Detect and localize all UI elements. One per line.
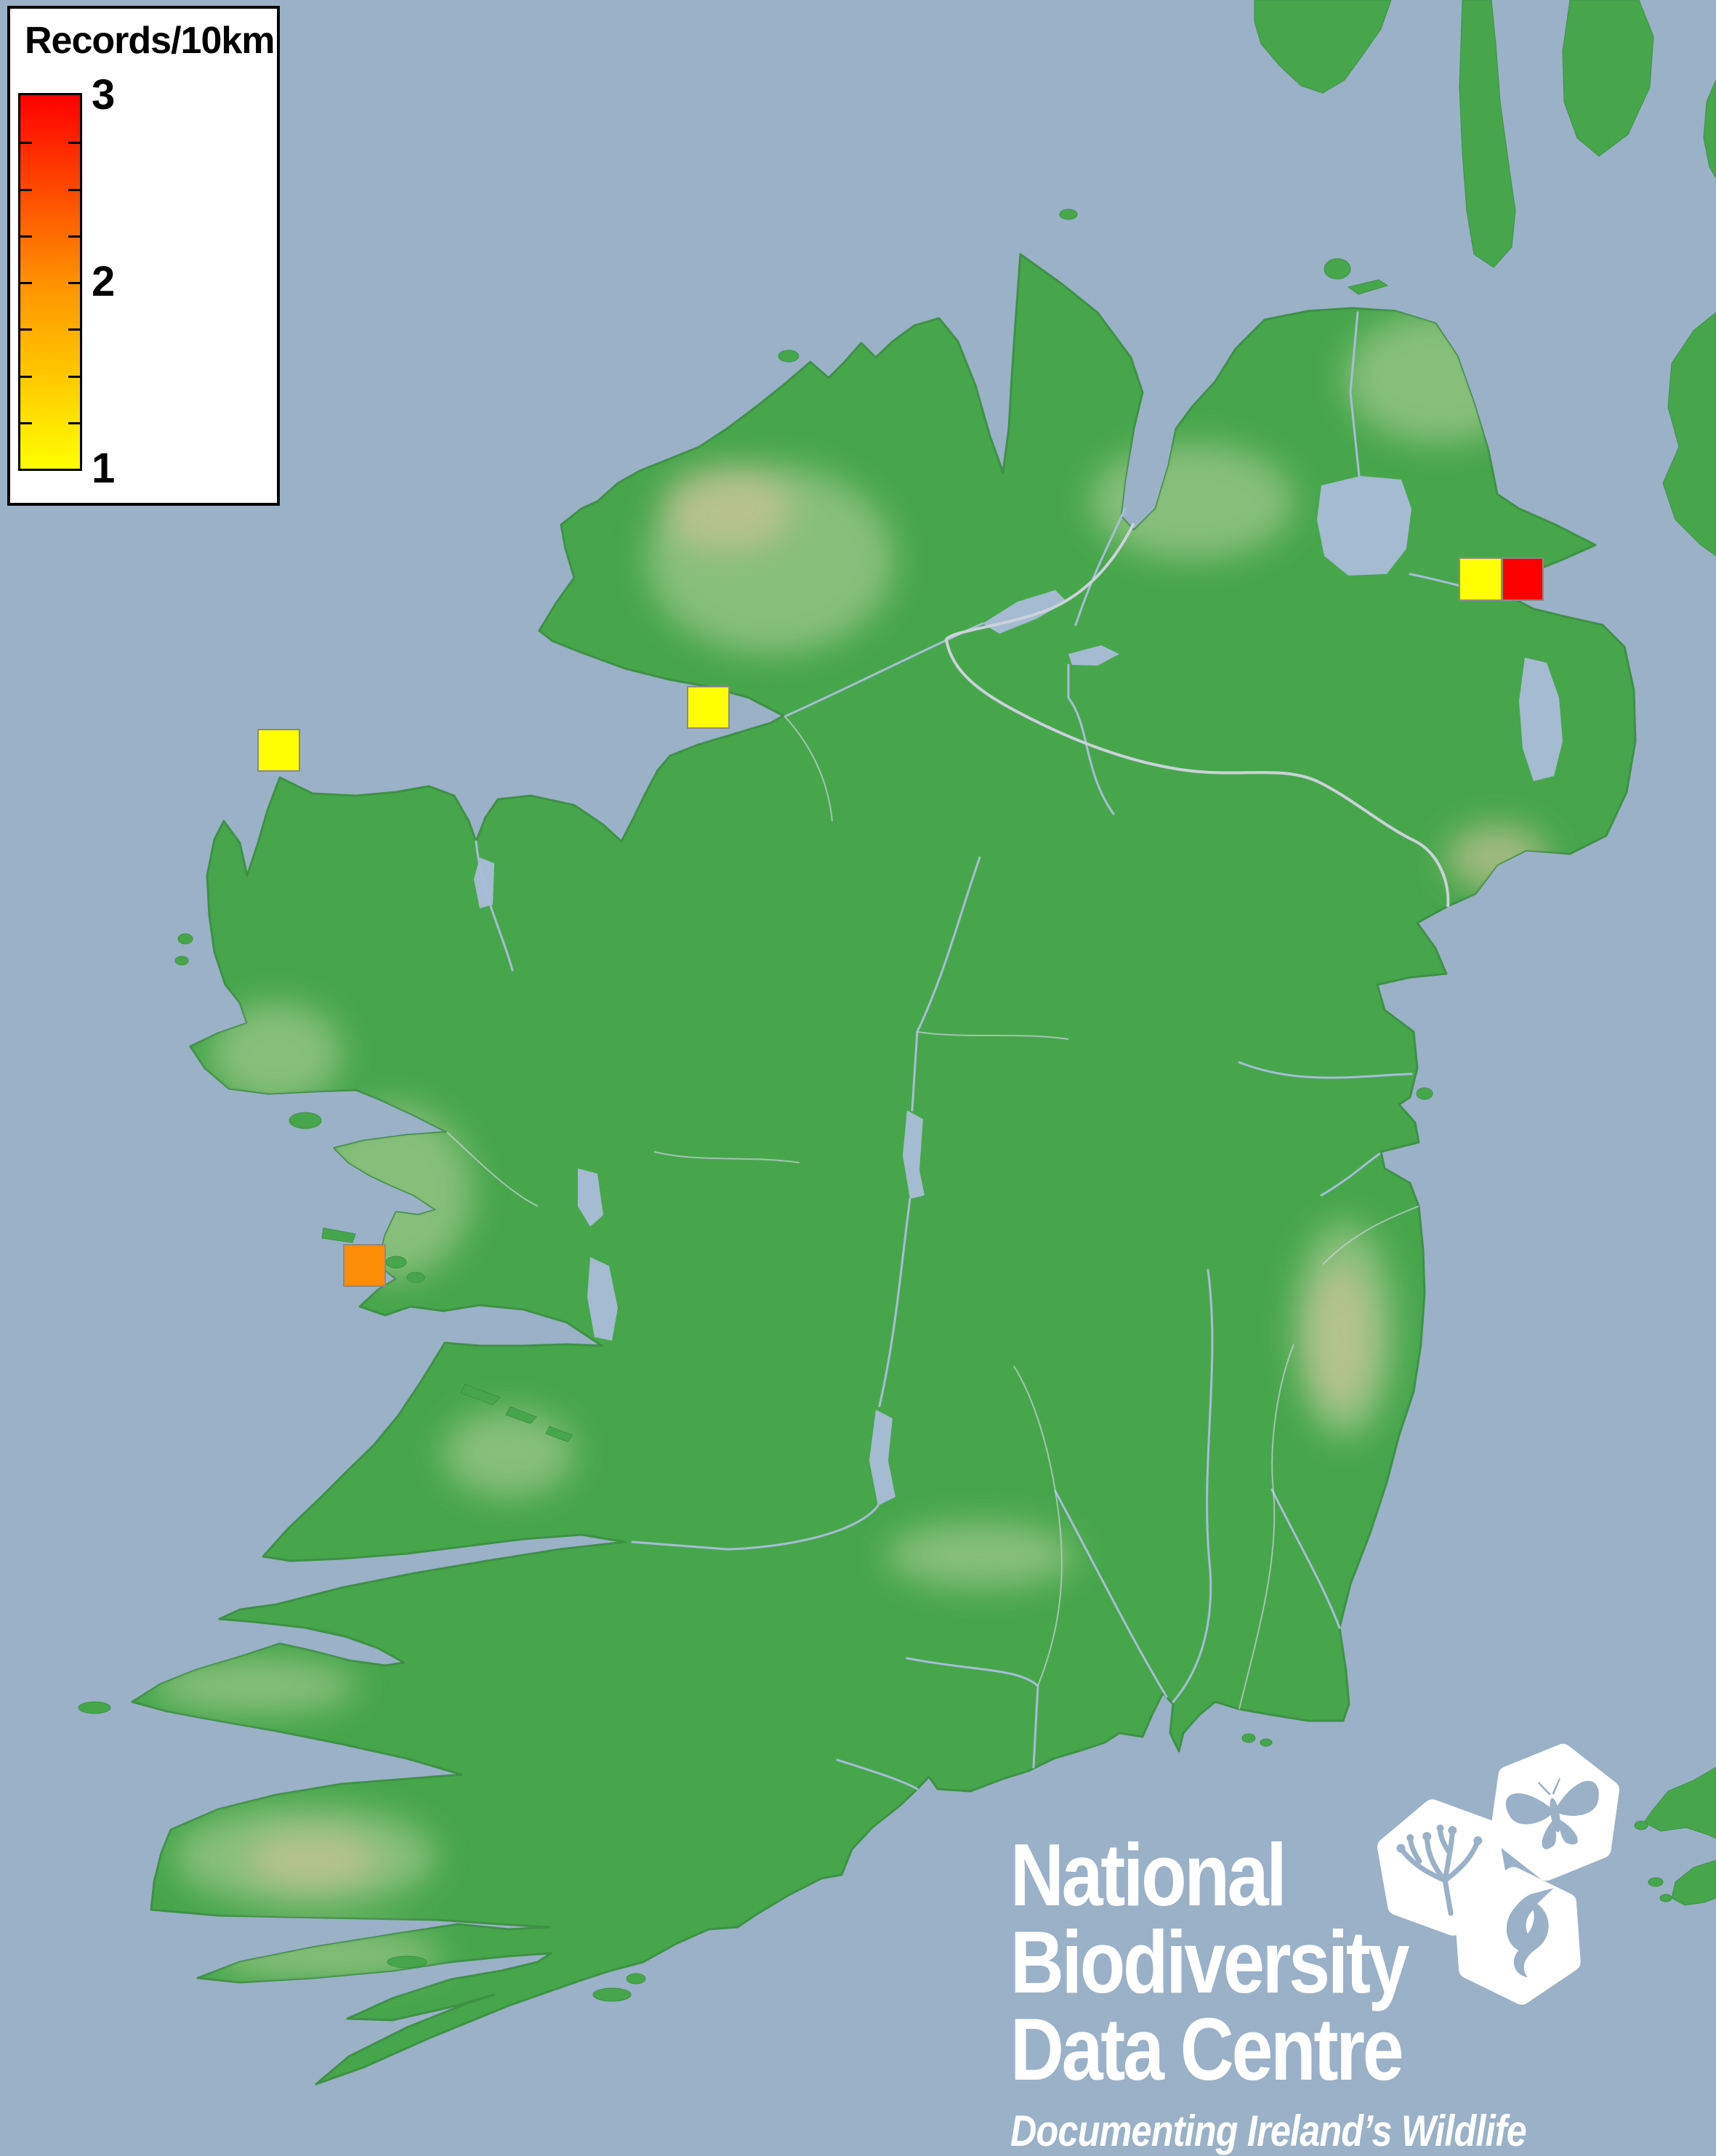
- nbdc-logo-text: National Biodiversity Data Centre Docume…: [1010, 1825, 1527, 2156]
- logo-line-national: National: [1010, 1825, 1287, 1924]
- logo-line-biodiversity: Biodiversity: [1010, 1913, 1410, 2011]
- legend-minor-tick: [20, 142, 32, 144]
- legend-minor-tick: [20, 422, 32, 424]
- legend-minor-tick: [68, 282, 80, 284]
- legend-title: Records/10km: [25, 20, 275, 62]
- legend-tick-label: 2: [92, 258, 116, 305]
- butterfly-hexagon: [1489, 1743, 1620, 1881]
- record-square[interactable]: [687, 686, 730, 729]
- lakes: [474, 476, 1563, 1506]
- butterfly-icon: [1505, 1778, 1599, 1849]
- legend-panel: Records/10km 3 2 1: [7, 6, 280, 506]
- legend-minor-tick: [68, 328, 80, 331]
- county-boundaries: [446, 715, 1419, 1710]
- legend-minor-tick: [20, 189, 32, 191]
- legend-minor-tick: [68, 422, 80, 424]
- seahorse-icon: [1506, 1888, 1554, 1978]
- scotland-coast: [1254, 0, 1716, 557]
- legend-minor-tick: [68, 189, 80, 191]
- islands: [78, 209, 1433, 2002]
- record-square[interactable]: [257, 729, 300, 772]
- legend-minor-tick: [20, 376, 32, 378]
- legend-tick-label: 1: [92, 445, 116, 492]
- record-square[interactable]: [1502, 557, 1544, 601]
- legend-minor-tick: [20, 235, 32, 238]
- record-square[interactable]: [1459, 557, 1502, 601]
- seahorse-hexagon: [1454, 1867, 1581, 2005]
- legend-gradient-bar: [18, 93, 82, 471]
- legend-minor-tick: [20, 282, 32, 284]
- northern-ireland-border: [944, 522, 1450, 908]
- record-square[interactable]: [343, 1244, 386, 1287]
- legend-minor-tick: [68, 142, 80, 144]
- wales-coast: [1634, 1767, 1716, 1906]
- tree-icon: [1396, 1824, 1483, 1916]
- logo-tagline: Documenting Ireland’s Wildlife: [1010, 2107, 1527, 2155]
- legend-minor-tick: [68, 235, 80, 238]
- legend-tick-label: 3: [92, 71, 116, 118]
- logo-line-data-centre: Data Centre: [1010, 2000, 1404, 2099]
- legend-minor-tick: [68, 376, 80, 378]
- nbdc-logo-icons: [1377, 1743, 1620, 2005]
- legend-minor-tick: [20, 328, 32, 331]
